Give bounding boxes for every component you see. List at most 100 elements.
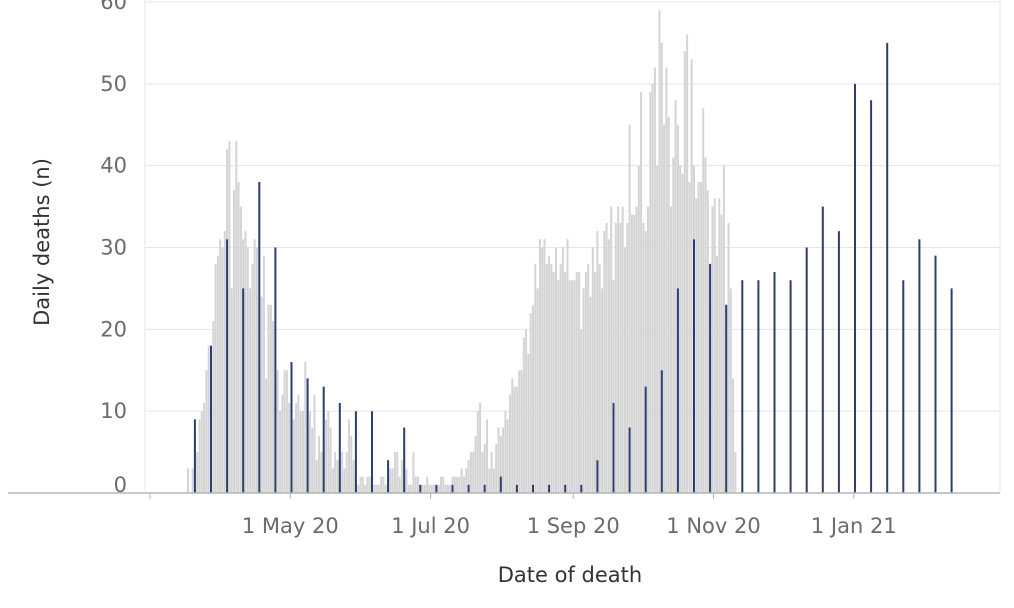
- daily-bar: [456, 476, 459, 493]
- daily-bar: [253, 239, 256, 493]
- daily-bar: [391, 468, 394, 493]
- daily-bar: [688, 182, 691, 494]
- weekly-marker: [628, 427, 631, 493]
- daily-bar: [440, 476, 442, 493]
- daily-bar: [566, 239, 569, 493]
- daily-bar: [288, 402, 291, 493]
- daily-bar: [713, 198, 716, 493]
- daily-bar: [472, 452, 475, 493]
- daily-bar: [690, 59, 693, 494]
- weekly-marker: [290, 362, 293, 493]
- daily-bar: [495, 443, 498, 493]
- daily-bar: [281, 394, 284, 493]
- daily-bar: [488, 468, 491, 493]
- daily-bar: [621, 206, 624, 494]
- daily-bar: [649, 92, 652, 494]
- daily-bar: [532, 304, 534, 493]
- daily-bar: [239, 206, 242, 494]
- daily-bar: [651, 83, 654, 493]
- daily-bar: [297, 394, 300, 493]
- daily-bar: [380, 476, 383, 493]
- daily-bar: [702, 108, 705, 493]
- daily-bar: [610, 206, 613, 494]
- daily-bar: [587, 263, 590, 493]
- daily-bar: [198, 419, 201, 493]
- daily-bar: [343, 468, 346, 493]
- daily-bar: [276, 370, 279, 493]
- daily-bar: [527, 353, 530, 493]
- daily-bar: [497, 427, 500, 493]
- weekly-marker: [644, 386, 647, 493]
- daily-bar: [469, 452, 472, 493]
- daily-bar: [394, 452, 396, 493]
- weekly-marker: [660, 370, 663, 493]
- daily-bar: [437, 484, 440, 493]
- daily-bar: [506, 419, 509, 493]
- daily-bar: [734, 452, 737, 493]
- daily-bar: [350, 435, 353, 493]
- daily-bar: [492, 468, 495, 493]
- daily-bar: [400, 460, 403, 493]
- daily-bar: [614, 222, 617, 493]
- daily-bar: [364, 484, 367, 493]
- weekly-marker: [338, 402, 341, 493]
- daily-bar: [568, 280, 571, 493]
- daily-bar: [683, 51, 686, 493]
- daily-bar: [591, 247, 594, 493]
- daily-bar: [449, 484, 452, 493]
- daily-bar: [720, 214, 723, 493]
- daily-bar: [219, 239, 222, 493]
- daily-bar: [359, 476, 362, 493]
- daily-bar: [421, 484, 424, 493]
- daily-bar: [187, 468, 189, 493]
- weekly-marker: [322, 386, 325, 493]
- daily-bar: [444, 484, 447, 493]
- daily-bar: [292, 419, 295, 493]
- daily-bar: [486, 419, 488, 493]
- daily-bar: [221, 247, 224, 493]
- daily-bar: [423, 484, 426, 493]
- daily-bar: [426, 476, 429, 493]
- daily-bar: [442, 476, 445, 493]
- weekly-marker: [403, 427, 406, 493]
- daily-bar: [407, 484, 410, 493]
- weekly-marker: [854, 83, 856, 493]
- daily-bar: [653, 67, 656, 493]
- daily-bar: [329, 427, 332, 493]
- daily-bar: [596, 231, 599, 493]
- x-tick-label: 1 Jan 21: [811, 514, 897, 538]
- daily-bar: [283, 370, 286, 493]
- daily-bar: [716, 255, 718, 493]
- daily-bar: [304, 362, 307, 493]
- daily-bar: [453, 476, 456, 493]
- daily-bar: [417, 476, 419, 493]
- daily-bar: [607, 239, 610, 493]
- daily-bar: [237, 182, 240, 494]
- weekly-marker: [193, 419, 196, 493]
- daily-bar: [451, 476, 454, 493]
- daily-bar: [375, 484, 378, 493]
- daily-bar: [205, 370, 208, 493]
- daily-bars: [187, 10, 737, 494]
- daily-bar: [509, 394, 511, 493]
- daily-bar: [633, 214, 636, 493]
- daily-bar: [223, 231, 226, 493]
- daily-bar: [626, 222, 629, 493]
- daily-bar: [727, 222, 730, 493]
- weekly-marker: [741, 280, 744, 493]
- daily-bar: [543, 239, 546, 493]
- daily-bar: [465, 468, 468, 493]
- daily-bar: [513, 386, 516, 493]
- daily-bar: [262, 255, 265, 493]
- y-tick-label: 50: [100, 72, 127, 96]
- daily-bar: [502, 427, 505, 493]
- daily-bar: [191, 468, 194, 493]
- daily-bar: [377, 484, 380, 493]
- weekly-marker: [467, 484, 470, 493]
- daily-bar: [414, 476, 417, 493]
- daily-bar: [647, 206, 649, 494]
- daily-bar: [536, 288, 539, 493]
- weekly-marker: [934, 255, 937, 493]
- weekly-marker: [226, 239, 229, 493]
- daily-bar: [732, 378, 735, 493]
